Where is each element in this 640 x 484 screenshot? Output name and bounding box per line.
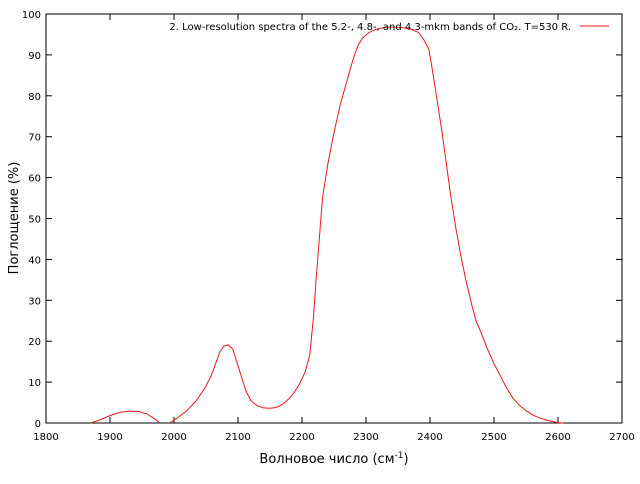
y-axis-label: Поглощение (%)	[7, 162, 22, 275]
x-tick-label: 2700	[609, 432, 634, 443]
x-tick-label: 2300	[353, 432, 378, 443]
legend: 2. Low-resolution spectra of the 5.2-, 4…	[169, 22, 609, 33]
y-tick-label: 50	[28, 215, 41, 226]
x-tick-label: 2600	[545, 432, 570, 443]
y-tick-label: 20	[28, 337, 41, 348]
x-tick-label: 2200	[289, 432, 314, 443]
series-line-segment	[169, 26, 564, 424]
x-axis-label-tail: )	[403, 452, 408, 467]
y-tick-label: 90	[28, 51, 41, 62]
y-tick-label: 40	[28, 255, 41, 266]
y-tick-label: 10	[28, 378, 41, 389]
y-tick-label: 0	[35, 419, 41, 430]
x-tick-label: 1800	[33, 432, 58, 443]
x-axis-label-sup: -1	[395, 451, 404, 461]
x-axis-label-main: Волновое число (см	[259, 452, 394, 467]
x-tick-label: 2500	[481, 432, 506, 443]
x-tick-label: 2000	[161, 432, 186, 443]
series-line-segment	[90, 410, 161, 424]
plot-frame	[45, 13, 623, 424]
y-tick-label: 30	[28, 296, 41, 307]
legend-label: 2. Low-resolution spectra of the 5.2-, 4…	[169, 22, 571, 33]
x-tick-label: 2100	[225, 432, 250, 443]
y-tick-label: 60	[28, 174, 41, 185]
y-tick-label: 100	[22, 10, 41, 21]
x-tick-label: 1900	[97, 432, 122, 443]
x-tick-label: 2400	[417, 432, 442, 443]
y-tick-label: 70	[28, 133, 41, 144]
y-tick-label: 80	[28, 92, 41, 103]
x-axis-label: Волновое число (см-1)	[259, 451, 408, 467]
